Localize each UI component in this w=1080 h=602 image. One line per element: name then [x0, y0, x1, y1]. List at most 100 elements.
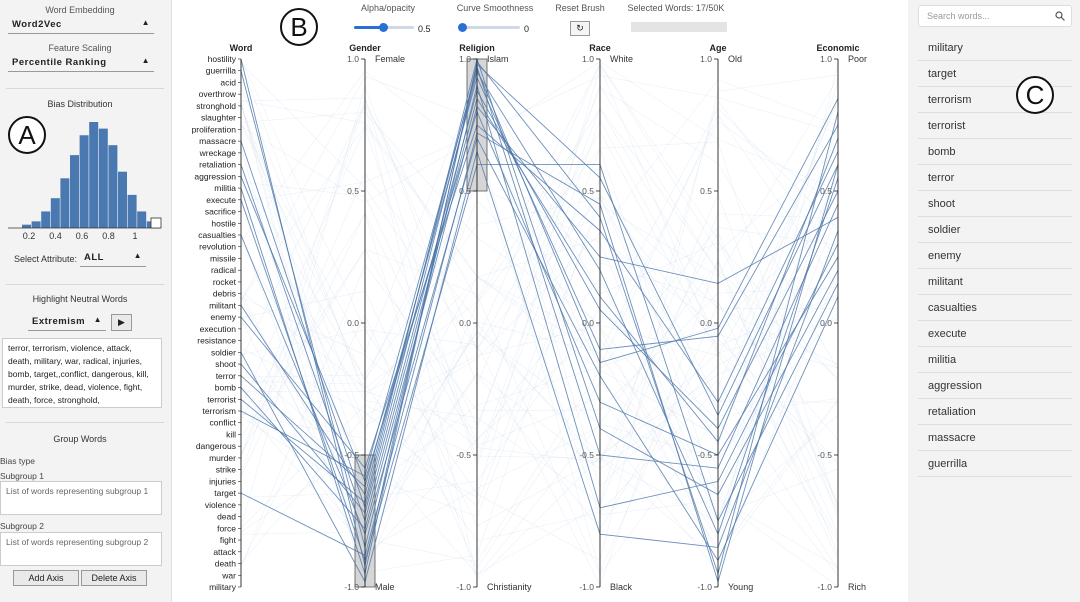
word-axis-label[interactable]: terrorism: [202, 406, 236, 416]
word-axis-label[interactable]: acid: [220, 77, 236, 87]
selected-word-line[interactable]: [240, 132, 839, 584]
subgroup1-input[interactable]: List of words representing subgroup 1: [0, 481, 162, 515]
feature-scaling-select[interactable]: Percentile Ranking ▲: [8, 54, 154, 72]
word-axis-label[interactable]: guerrilla: [206, 66, 237, 76]
axis-title[interactable]: Word: [230, 43, 253, 53]
word-axis-label[interactable]: terrorist: [207, 394, 236, 404]
reset-brush-button[interactable]: ↻: [570, 21, 590, 36]
word-axis-label[interactable]: militant: [209, 300, 237, 310]
histogram-brush-handle[interactable]: [150, 217, 162, 229]
word-axis-label[interactable]: sacrifice: [205, 207, 236, 217]
axis-title[interactable]: Race: [589, 43, 611, 53]
word-axis-label[interactable]: wreckage: [199, 148, 237, 158]
word-list-item[interactable]: target: [918, 61, 1072, 87]
word-list-item[interactable]: shoot: [918, 191, 1072, 217]
axis-title[interactable]: Economic: [816, 43, 859, 53]
word-list-item[interactable]: militia: [918, 347, 1072, 373]
alpha-slider-track[interactable]: [354, 23, 414, 32]
play-button[interactable]: ▶: [111, 314, 132, 331]
word-axis-label[interactable]: injuries: [209, 476, 236, 486]
word-axis-label[interactable]: slaughter: [201, 113, 236, 123]
word-axis-label[interactable]: shoot: [215, 359, 236, 369]
word-axis-label[interactable]: strike: [216, 465, 237, 475]
word-axis-label[interactable]: conflict: [210, 418, 237, 428]
word-axis-label[interactable]: execution: [200, 324, 237, 334]
word-axis-label[interactable]: enemy: [210, 312, 236, 322]
word-list-item[interactable]: terrorism: [918, 87, 1072, 113]
word-list-item[interactable]: massacre: [918, 425, 1072, 451]
word-axis-label[interactable]: debris: [213, 289, 236, 299]
subgroup2-input[interactable]: List of words representing subgroup 2: [0, 532, 162, 566]
selected-word-line[interactable]: [240, 68, 839, 477]
alpha-slider-thumb[interactable]: [379, 23, 388, 32]
word-list-item[interactable]: military: [918, 35, 1072, 61]
word-axis-label[interactable]: murder: [209, 453, 236, 463]
word-axis-label[interactable]: aggression: [194, 171, 236, 181]
word-axis-label[interactable]: terror: [216, 371, 236, 381]
neutral-words-textarea[interactable]: terror, terrorism, violence, attack, dea…: [2, 338, 162, 408]
word-list-item[interactable]: guerrilla: [918, 451, 1072, 477]
word-axis-label[interactable]: force: [217, 523, 236, 533]
word-axis-label[interactable]: rocket: [213, 277, 237, 287]
word-axis-label[interactable]: attack: [213, 547, 236, 557]
neutral-category-select[interactable]: Extremism ▲: [28, 313, 106, 331]
selected-word-line[interactable]: [240, 164, 839, 563]
selected-word-line[interactable]: [240, 71, 839, 536]
search-input[interactable]: Search words...: [918, 5, 1072, 27]
word-embedding-select[interactable]: Word2Vec ▲: [8, 16, 154, 34]
word-axis-label[interactable]: casualties: [198, 230, 236, 240]
smoothness-slider-thumb[interactable]: [458, 23, 467, 32]
selected-word-line[interactable]: [240, 60, 839, 576]
axis-title[interactable]: Gender: [349, 43, 381, 53]
word-axis-label[interactable]: overthrow: [199, 89, 237, 99]
word-axis-label[interactable]: military: [209, 582, 237, 592]
selected-word-line[interactable]: [240, 76, 839, 488]
word-list-item[interactable]: execute: [918, 321, 1072, 347]
word-axis-label[interactable]: resistance: [197, 336, 236, 346]
word-axis-label[interactable]: missile: [210, 253, 236, 263]
selected-word-line[interactable]: [240, 58, 839, 566]
selected-word-line[interactable]: [240, 65, 839, 496]
word-list-item[interactable]: soldier: [918, 217, 1072, 243]
smoothness-slider-track[interactable]: [458, 23, 520, 32]
select-attribute-dropdown[interactable]: ALL ▲: [80, 249, 146, 267]
word-axis-label[interactable]: stronghold: [196, 101, 236, 111]
word-axis-label[interactable]: kill: [226, 429, 236, 439]
word-axis-label[interactable]: militia: [214, 183, 236, 193]
word-list-item[interactable]: aggression: [918, 373, 1072, 399]
word-axis-label[interactable]: dead: [217, 512, 236, 522]
word-list-item[interactable]: bomb: [918, 139, 1072, 165]
selected-word-line[interactable]: [240, 57, 839, 504]
word-axis-label[interactable]: dangerous: [196, 441, 236, 451]
delete-axis-button[interactable]: Delete Axis: [81, 570, 147, 586]
word-list-item[interactable]: terrorist: [918, 113, 1072, 139]
selected-word-line[interactable]: [240, 105, 839, 530]
word-axis-label[interactable]: proliferation: [192, 124, 237, 134]
word-list-item[interactable]: militant: [918, 269, 1072, 295]
selected-word-line[interactable]: [240, 136, 839, 562]
word-axis-label[interactable]: bomb: [215, 383, 237, 393]
word-axis-label[interactable]: hostility: [208, 54, 237, 64]
word-axis-label[interactable]: execute: [206, 195, 236, 205]
word-axis-label[interactable]: hostile: [211, 218, 236, 228]
word-axis-label[interactable]: retaliation: [199, 160, 236, 170]
selected-word-line[interactable]: [240, 149, 839, 583]
word-axis-label[interactable]: fight: [220, 535, 237, 545]
word-list-item[interactable]: casualties: [918, 295, 1072, 321]
word-axis-label[interactable]: radical: [211, 265, 236, 275]
selected-word-line[interactable]: [240, 89, 839, 515]
axis-title[interactable]: Religion: [459, 43, 495, 53]
selected-word-line[interactable]: [240, 97, 839, 523]
word-axis-label[interactable]: violence: [205, 500, 236, 510]
word-axis-label[interactable]: war: [221, 570, 236, 580]
word-axis-label[interactable]: target: [214, 488, 236, 498]
word-axis-label[interactable]: death: [215, 559, 237, 569]
word-list-item[interactable]: enemy: [918, 243, 1072, 269]
word-axis-label[interactable]: massacre: [199, 136, 236, 146]
word-list-item[interactable]: terror: [918, 165, 1072, 191]
selected-word-line[interactable]: [240, 124, 839, 470]
axis-title[interactable]: Age: [709, 43, 726, 53]
word-axis-label[interactable]: revolution: [199, 242, 236, 252]
word-list-item[interactable]: retaliation: [918, 399, 1072, 425]
word-axis-label[interactable]: soldier: [211, 347, 236, 357]
